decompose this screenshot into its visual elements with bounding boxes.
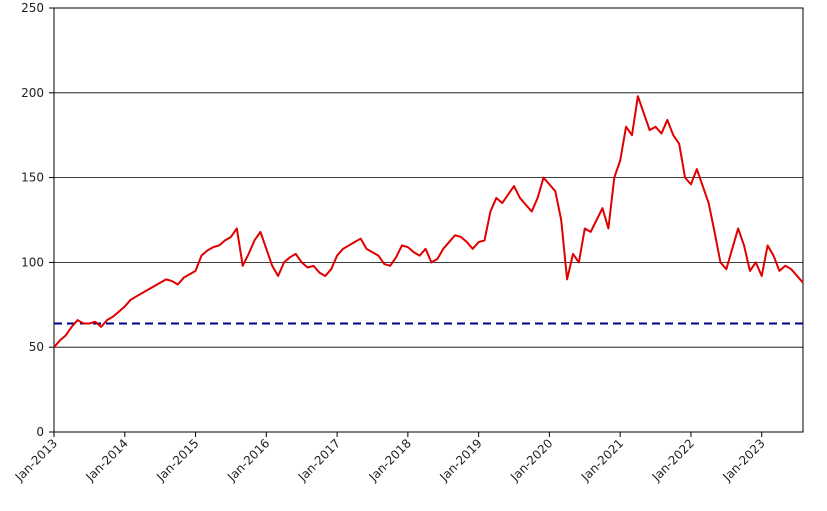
x-tick-label: Jan-2022	[649, 436, 697, 484]
plot-frame	[53, 7, 804, 433]
x-tick-label: Jan-2017	[295, 436, 343, 484]
x-tick-label: Jan-2015	[153, 436, 201, 484]
x-tick-label: Jan-2021	[578, 436, 626, 484]
series-line	[53, 95, 804, 348]
x-tick-label: Jan-2013	[12, 436, 60, 484]
x-tick-label: Jan-2018	[366, 436, 414, 484]
x-tick-label: Jan-2019	[436, 436, 484, 484]
x-tick-label: Jan-2023	[719, 436, 767, 484]
y-tick-label: 250	[21, 1, 44, 15]
y-tick-label: 0	[36, 425, 44, 439]
y-tick-label: 150	[21, 171, 44, 185]
x-tick-label: Jan-2016	[224, 436, 272, 484]
y-tick-label: 200	[21, 86, 44, 100]
y-tick-label: 50	[29, 340, 44, 354]
x-tick-label: Jan-2014	[83, 436, 131, 484]
x-tick-label: Jan-2020	[507, 436, 555, 484]
y-tick-label: 100	[21, 255, 44, 269]
